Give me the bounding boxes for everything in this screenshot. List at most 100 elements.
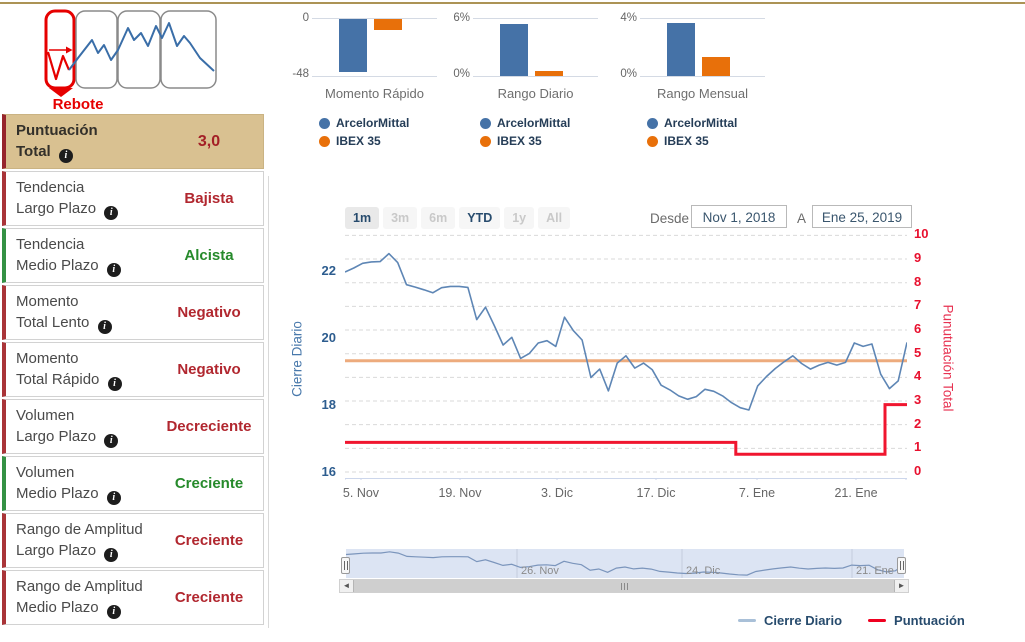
selected-pattern-pointer-icon [49, 88, 73, 97]
mini-chart-legend: ArcelorMittal IBEX 35 [647, 116, 737, 152]
right-axis-tick-label: 3 [914, 392, 922, 408]
bar-arcelormittal [339, 19, 367, 72]
table-row: Rango de Amplitud Medio Plazo i Creciente [2, 570, 264, 625]
pattern-option-pattern-3[interactable] [117, 10, 161, 89]
y-axis-max-label: 4% [620, 12, 637, 24]
navigator-date-label: 26. Nov [521, 565, 559, 577]
table-row: Rango de Amplitud Largo Plazo i Creciente [2, 513, 264, 568]
bar-ibex-35 [374, 19, 402, 30]
navigator-series-line [345, 551, 905, 576]
series-color-dot-icon [480, 135, 491, 147]
scrollbar-left-arrow-icon[interactable]: ◄ [342, 581, 351, 590]
left-axis-tick-label: 16 [321, 464, 336, 479]
row-value: Bajista [184, 190, 234, 207]
row-label: Momento Total Lento i [6, 287, 155, 338]
row-label: Rango de Amplitud Largo Plazo i [16, 521, 143, 562]
info-icon[interactable]: i [106, 605, 121, 619]
legend-label: IBEX 35 [664, 134, 709, 148]
row-value: Negativo [177, 304, 241, 321]
row-label: Tendencia Medio Plazo i [6, 230, 155, 281]
x-axis-tick-label: 21. Ene [834, 486, 878, 500]
pattern-selector [44, 9, 217, 97]
scrollbar-thumb[interactable] [353, 580, 895, 592]
table-row: Tendencia Largo Plazo i Bajista [2, 171, 264, 226]
date-from-input[interactable]: Nov 1, 2018 [691, 205, 787, 228]
right-axis-title: Punutuación Total [940, 304, 956, 412]
range-button-1m[interactable]: 1m [345, 207, 380, 229]
mini-chart-rango-mensual: 4% 0% Rango Mensual ArcelorMittal IBEX 35 [603, 10, 773, 160]
info-icon[interactable]: i [104, 434, 119, 448]
y-axis-min-label: 0% [620, 68, 637, 80]
legend-label: IBEX 35 [497, 134, 542, 148]
navigator-date-label: 24. Dic [686, 565, 721, 577]
legend-item[interactable]: ArcelorMittal [319, 116, 409, 130]
scrollbar-right-arrow-icon[interactable]: ► [897, 581, 906, 590]
legend-label: Puntuación [894, 613, 965, 628]
bar-ibex-35 [702, 57, 730, 76]
legend-item[interactable]: ArcelorMittal [647, 116, 737, 130]
date-to-label: A [797, 211, 807, 226]
pattern-option-pattern-4[interactable] [160, 10, 217, 89]
row-value: Alcista [184, 247, 234, 264]
info-icon[interactable]: i [107, 377, 122, 391]
pattern-preview-line [68, 22, 215, 72]
navigator-right-handle[interactable] [897, 557, 906, 574]
row-label: Volumen Largo Plazo i [6, 401, 155, 452]
y-axis-max-label: 0 [302, 12, 309, 24]
date-to-input[interactable]: Ene 25, 2019 [812, 205, 912, 228]
range-button-ytd[interactable]: YTD [459, 207, 501, 229]
row-value: Creciente [174, 532, 244, 549]
mini-chart-momento-rápido: 0 -48 Momento Rápido ArcelorMittal IBEX 35 [275, 10, 445, 160]
pattern-option-pattern-2[interactable] [75, 10, 118, 89]
range-button-6m[interactable]: 6m [421, 207, 456, 229]
navigator-left-handle[interactable] [341, 557, 350, 574]
row-value: Creciente [174, 475, 244, 492]
legend-item[interactable]: IBEX 35 [319, 134, 409, 148]
legend-label: ArcelorMittal [664, 116, 738, 130]
range-button-1y[interactable]: 1y [504, 207, 535, 229]
x-axis-tick-label: 7. Ene [738, 486, 776, 500]
range-button-all[interactable]: All [538, 207, 571, 229]
selected-pattern-label: Rebote [52, 96, 104, 113]
row-value: Negativo [177, 361, 241, 378]
x-axis-tick-label: 3. Dic [541, 486, 573, 500]
info-icon[interactable]: i [104, 548, 119, 562]
range-button-3m[interactable]: 3m [383, 207, 418, 229]
mini-chart-legend: ArcelorMittal IBEX 35 [480, 116, 570, 152]
row-label: Tendencia Largo Plazo i [6, 173, 155, 224]
info-icon[interactable]: i [97, 320, 112, 334]
legend-item[interactable]: IBEX 35 [647, 134, 737, 148]
mini-chart-rango-diario: 6% 0% Rango Diario ArcelorMittal IBEX 35 [436, 10, 606, 160]
y-axis-min-label: -48 [292, 68, 309, 80]
y-axis-min-label: 0% [453, 68, 470, 80]
info-icon[interactable]: i [104, 206, 119, 220]
left-axis-tick-label: 22 [321, 263, 336, 278]
score-step-line [345, 403, 907, 456]
info-icon[interactable]: i [106, 263, 121, 277]
bar-arcelormittal [667, 23, 695, 76]
rebote-pattern-line [46, 51, 71, 81]
right-axis-tick-label: 1 [914, 439, 922, 455]
table-row: Volumen Medio Plazo i Creciente [2, 456, 264, 511]
price-line [345, 252, 907, 411]
top-accent-rule [0, 2, 1025, 4]
chart-scrollbar[interactable]: ◄ ► [339, 579, 909, 593]
table-row: Momento Total Rápido i Negativo [2, 342, 264, 397]
right-axis-tick-label: 7 [914, 297, 922, 313]
right-axis-tick-label: 6 [914, 321, 922, 337]
legend-item-cierre-diario[interactable]: Cierre Diario [738, 613, 842, 628]
legend-item[interactable]: IBEX 35 [480, 134, 570, 148]
legend-label: IBEX 35 [336, 134, 381, 148]
legend-item[interactable]: ArcelorMittal [480, 116, 570, 130]
chart-navigator[interactable]: 26. Nov 24. Dic 21. Ene [345, 549, 905, 578]
mini-chart-title: Momento Rápido [325, 86, 424, 101]
legend-item-puntuación[interactable]: Puntuación [868, 613, 965, 628]
mini-chart-title: Rango Mensual [656, 86, 749, 101]
rebote-arrowhead [66, 46, 73, 54]
navigator-mini-chart [345, 549, 905, 578]
info-icon[interactable]: i [106, 491, 121, 505]
right-axis-tick-label: 9 [914, 250, 922, 266]
navigator-date-label: 21. Ene [856, 565, 894, 577]
info-icon[interactable]: i [58, 149, 73, 163]
